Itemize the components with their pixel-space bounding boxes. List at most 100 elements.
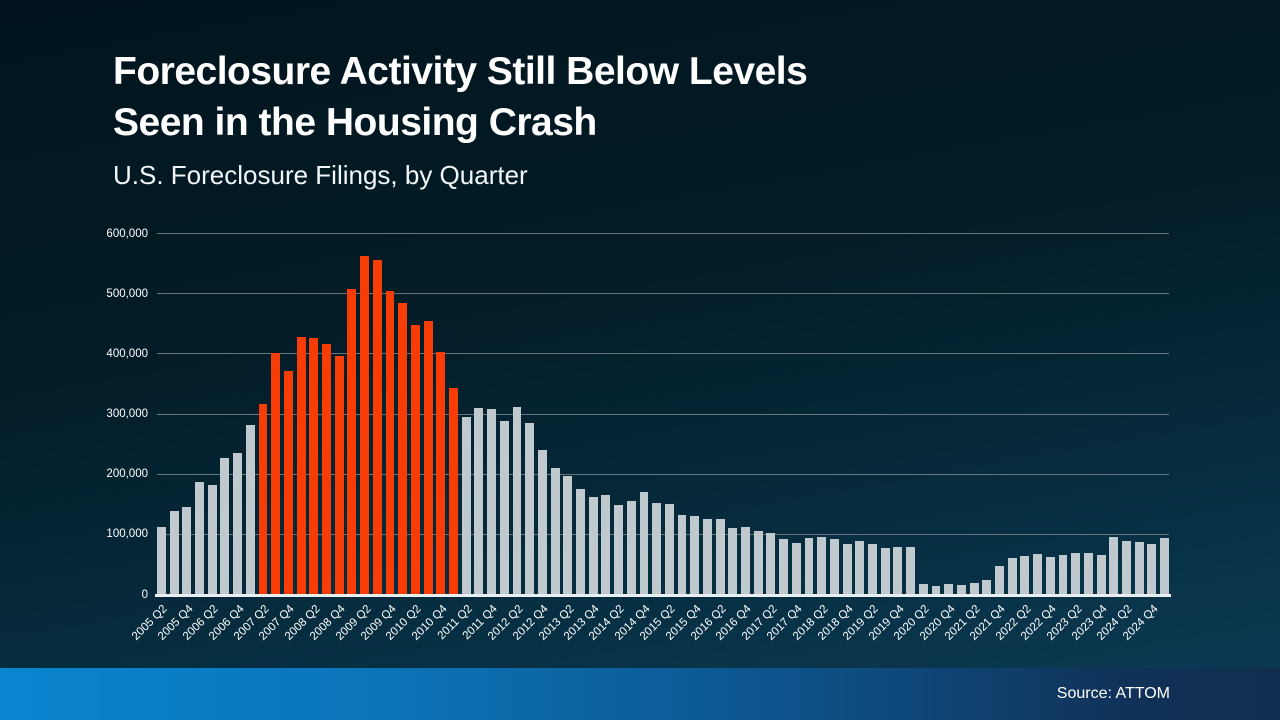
bar-2016-Q2 — [715, 519, 725, 594]
bar-2015-Q3 — [677, 514, 687, 594]
bar-2008-Q2 — [309, 338, 319, 594]
bar-2023-Q1 — [1058, 554, 1068, 594]
bar-2014-Q4 — [639, 491, 649, 594]
bar-2007-Q1 — [245, 424, 255, 594]
bar-2018-Q4 — [842, 544, 852, 594]
bar-2007-Q4 — [283, 370, 293, 594]
bar-2025-Q1 — [1160, 538, 1169, 594]
bar-2010-Q1 — [398, 303, 408, 594]
bar-2019-Q3 — [880, 548, 890, 594]
bar-2007-Q2 — [258, 403, 268, 594]
bar-2006-Q2 — [207, 485, 217, 594]
bar-2016-Q4 — [741, 526, 750, 594]
bar-2020-Q1 — [906, 547, 916, 594]
bar-2022-Q3 — [1033, 553, 1043, 594]
bar-2009-Q4 — [385, 290, 395, 594]
gridline-200,000: 200,000 — [106, 468, 1169, 480]
bar-2011-Q4 — [487, 409, 497, 594]
bar-2012-Q1 — [499, 421, 509, 594]
bar-2018-Q2 — [817, 536, 827, 594]
footer-bar: Source: ATTOM — [0, 668, 1280, 720]
bar-2022-Q4 — [1045, 557, 1055, 594]
gridline-600,000: 600,000 — [106, 228, 1169, 240]
bar-chart: 100,000 200,000 300,000 400,000 500,000 600,0… — [106, 228, 1171, 643]
bar-2013-Q1 — [550, 468, 560, 594]
bar-2014-Q1 — [601, 494, 611, 594]
bar-2012-Q4 — [537, 449, 547, 594]
x-axis-line — [155, 594, 1171, 597]
bar-2022-Q1 — [1007, 557, 1017, 594]
ytick-label: 300,000 — [106, 408, 148, 420]
bar-2021-Q2 — [969, 583, 979, 594]
gridline-0: 0 — [142, 589, 1169, 601]
bar-2015-Q4 — [690, 515, 700, 594]
bar-2021-Q3 — [982, 580, 992, 594]
title-block: Foreclosure Activity Still Below Levels … — [113, 46, 808, 148]
gridline-400,000: 400,000 — [106, 348, 1169, 360]
bar-2018-Q1 — [804, 538, 814, 594]
source-credit: Source: ATTOM — [1056, 685, 1170, 702]
bar-2009-Q2 — [360, 255, 370, 594]
bar-2009-Q3 — [372, 259, 382, 594]
bar-2019-Q4 — [893, 547, 903, 594]
bar-2005-Q2 — [157, 526, 166, 594]
bar-2012-Q2 — [512, 406, 522, 594]
title-line-1: Foreclosure Activity Still Below Levels — [113, 50, 808, 93]
page-title: Foreclosure Activity Still Below Levels … — [113, 46, 808, 148]
bar-2012-Q3 — [525, 423, 535, 594]
ytick-label: 0 — [141, 588, 148, 601]
bar-2011-Q3 — [474, 408, 484, 594]
bar-2009-Q1 — [347, 289, 357, 594]
bar-2019-Q1 — [855, 541, 865, 594]
bar-2017-Q3 — [779, 538, 789, 594]
chart-subtitle: U.S. Foreclosure Filings, by Quarter — [113, 160, 528, 190]
bar-2014-Q2 — [614, 505, 623, 594]
bar-2023-Q2 — [1071, 552, 1081, 594]
ytick-label: 100,000 — [106, 528, 148, 541]
bar-2017-Q1 — [753, 531, 763, 594]
bar-2016-Q1 — [702, 518, 712, 594]
bar-2005-Q3 — [169, 511, 179, 594]
bar-2020-Q3 — [931, 586, 941, 594]
bar-2018-Q3 — [829, 539, 839, 594]
ytick-label: 600,000 — [106, 227, 148, 240]
bar-2014-Q3 — [626, 500, 636, 594]
bar-2015-Q2 — [664, 504, 674, 594]
bar-2010-Q2 — [410, 324, 420, 594]
bar-2011-Q1 — [449, 387, 458, 594]
bar-2013-Q4 — [588, 497, 598, 594]
bar-2008-Q3 — [322, 344, 331, 594]
gridline-300,000: 300,000 — [106, 408, 1169, 420]
bar-2020-Q2 — [918, 584, 928, 594]
bar-2010-Q4 — [436, 352, 446, 594]
bar-2006-Q4 — [233, 453, 243, 594]
bar-2006-Q3 — [220, 458, 230, 594]
bar-2013-Q2 — [563, 475, 573, 594]
bar-2023-Q4 — [1096, 554, 1106, 594]
gridline-500,000: 500,000 — [106, 288, 1169, 300]
bar-2016-Q3 — [728, 528, 738, 594]
bar-2024-Q1 — [1109, 537, 1119, 594]
bar-2006-Q1 — [195, 482, 204, 594]
bar-2023-Q3 — [1083, 552, 1093, 594]
bar-2007-Q3 — [271, 353, 281, 594]
bar-2024-Q4 — [1147, 544, 1157, 594]
bar-2005-Q4 — [182, 506, 192, 594]
bar-2022-Q2 — [1020, 555, 1030, 594]
bar-2010-Q3 — [423, 321, 433, 594]
bar-2013-Q3 — [576, 489, 585, 594]
bar-2020-Q4 — [944, 584, 954, 594]
ytick-label: 500,000 — [106, 287, 148, 300]
bar-2008-Q1 — [296, 336, 306, 594]
bar-2008-Q4 — [334, 355, 344, 594]
gridline-100,000: 100,000 — [106, 528, 1169, 540]
bar-2017-Q4 — [791, 542, 801, 594]
ytick-label: 200,000 — [106, 468, 148, 481]
bar-2017-Q2 — [766, 532, 776, 594]
bar-2015-Q1 — [652, 503, 662, 594]
title-line-2: Seen in the Housing Crash — [113, 101, 597, 144]
bar-2024-Q3 — [1134, 541, 1144, 594]
bar-2024-Q2 — [1122, 540, 1131, 594]
bar-2011-Q2 — [461, 417, 471, 594]
